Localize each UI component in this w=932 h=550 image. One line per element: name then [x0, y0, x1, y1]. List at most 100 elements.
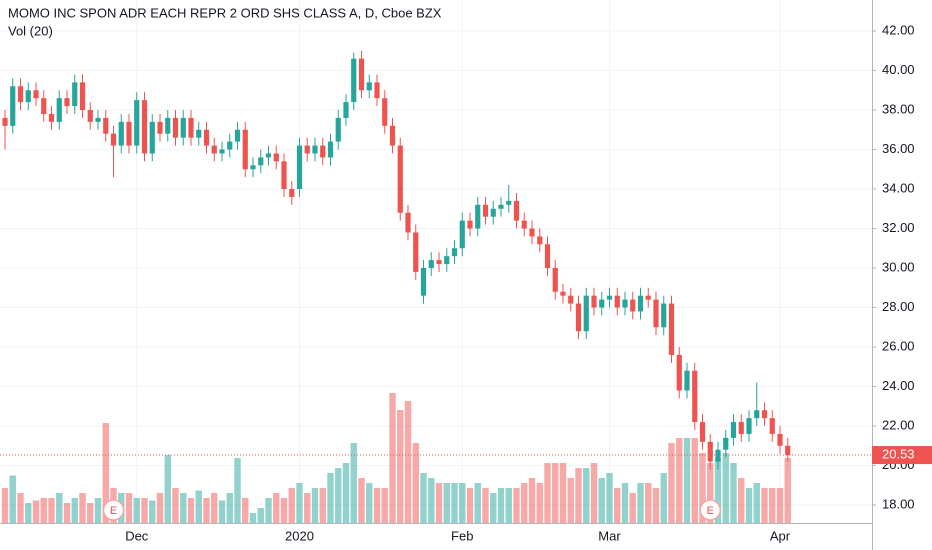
last-price-label: 20.53 [882, 446, 915, 461]
volume-bar [102, 423, 109, 523]
candle-body [451, 248, 458, 257]
volume-bar [552, 463, 559, 523]
candle-body [397, 145, 403, 213]
volume-bar [769, 488, 776, 523]
y-tick-label: 42.00 [882, 22, 915, 37]
volume-bar [629, 493, 636, 523]
candle-body [87, 110, 93, 122]
candle-body [25, 90, 31, 103]
x-tick-label: Dec [125, 528, 149, 543]
candle-body [661, 303, 667, 328]
candle-body [149, 121, 155, 154]
candle-body [327, 141, 334, 158]
candle-body [715, 449, 721, 462]
candle-body [738, 422, 744, 434]
volume-bar [203, 498, 210, 523]
y-tick-label: 24.00 [882, 378, 915, 393]
candle-body [785, 445, 791, 456]
x-tick-label: 2020 [285, 528, 314, 543]
volume-bar [32, 500, 40, 523]
candle-body [374, 82, 380, 99]
last-price-tag [872, 446, 932, 465]
candle-body [707, 441, 713, 462]
candle-body [343, 102, 349, 118]
candle-body [33, 90, 39, 99]
volume-bar [149, 500, 156, 523]
candle-body [699, 422, 706, 442]
volume-bar [505, 488, 512, 523]
candle-body [351, 58, 357, 103]
volume-bar [528, 478, 536, 523]
volume-bar [265, 498, 272, 523]
y-tick-label: 28.00 [882, 299, 915, 314]
volume-bar [249, 513, 257, 523]
volume-bar [435, 483, 443, 523]
candle-body [134, 100, 140, 146]
earnings-label: E [110, 505, 117, 517]
candle-body [575, 303, 582, 332]
earnings-marker [699, 499, 721, 521]
volume-bar [172, 488, 179, 523]
volume-bar [133, 498, 140, 523]
y-tick-label: 40.00 [882, 62, 915, 77]
volume-bar [730, 463, 737, 523]
volume-bar [288, 488, 295, 523]
y-tick-label: 26.00 [882, 338, 915, 353]
candle-body [211, 145, 217, 154]
volume-bar [234, 458, 241, 523]
candle-body [10, 86, 16, 126]
candle-body [420, 268, 427, 296]
candle-body [56, 98, 62, 122]
volume-bar [753, 483, 760, 523]
candle-body [48, 113, 55, 122]
volume-bar [513, 488, 520, 523]
candle-body [676, 354, 682, 391]
volume-bar [218, 500, 226, 523]
candle-body [382, 98, 388, 126]
volume-bar [683, 438, 691, 523]
candle-body [141, 100, 148, 154]
volume-bar [428, 478, 435, 523]
candle-layer [2, 50, 791, 470]
candle-body [606, 295, 613, 300]
volume-bar [621, 483, 629, 523]
volume-bar [451, 483, 458, 523]
volume-bar [79, 493, 86, 523]
candle-body [482, 204, 489, 217]
candle-body [265, 153, 272, 158]
volume-bar [373, 488, 381, 523]
candle-body [258, 157, 264, 166]
volume-bar [296, 483, 303, 523]
volume-bar [381, 488, 388, 523]
volume-bar [699, 453, 706, 523]
volume-bar [125, 493, 133, 523]
candle-body [475, 204, 481, 229]
candle-body [730, 422, 737, 438]
candle-body [498, 204, 504, 209]
candle-body [64, 98, 70, 107]
volume-bar [466, 488, 474, 523]
volume-bar [389, 393, 396, 523]
volume-bar [722, 453, 729, 523]
candle-body [180, 117, 186, 138]
volume-bar [490, 493, 497, 523]
volume-bar [412, 443, 419, 523]
volume-bar [404, 401, 412, 523]
volume-bar [544, 463, 551, 523]
volume-bar [63, 503, 71, 523]
volume-bar [327, 473, 334, 523]
candle-body [273, 153, 279, 162]
candle-body [250, 165, 256, 170]
volume-bar [319, 488, 326, 523]
candle-body [761, 410, 768, 419]
candle-body [103, 117, 109, 134]
candle-body [637, 295, 644, 312]
volume-bar [226, 493, 233, 523]
candle-body [692, 370, 698, 423]
volume-bar [397, 410, 404, 523]
volume-bar [141, 498, 148, 523]
volume-bar [691, 438, 698, 523]
volume-bar [598, 478, 605, 523]
